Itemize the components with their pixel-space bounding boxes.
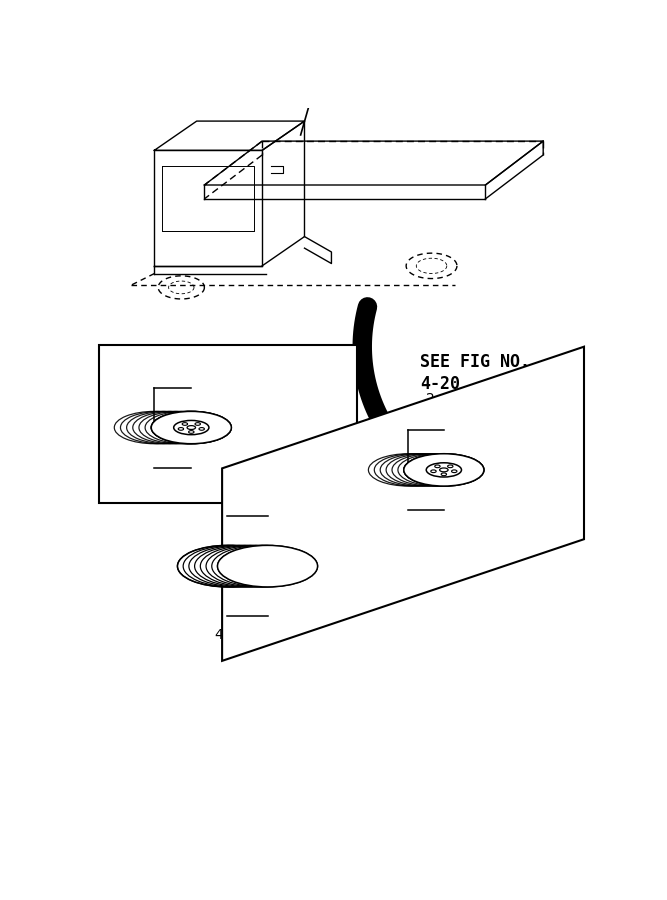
Ellipse shape	[189, 430, 194, 433]
Ellipse shape	[431, 470, 436, 472]
Text: SEE FIG NO.: SEE FIG NO.	[254, 410, 364, 429]
Ellipse shape	[217, 545, 317, 587]
Ellipse shape	[151, 411, 231, 444]
Ellipse shape	[195, 423, 200, 426]
Text: 4: 4	[214, 627, 223, 642]
Ellipse shape	[182, 423, 187, 426]
Ellipse shape	[151, 411, 231, 444]
Text: 2: 2	[426, 392, 434, 406]
Text: 2: 2	[235, 480, 243, 494]
Text: 2: 2	[141, 361, 150, 375]
Ellipse shape	[435, 465, 440, 468]
Text: 3: 3	[99, 457, 108, 472]
Ellipse shape	[404, 454, 484, 486]
Ellipse shape	[173, 420, 209, 435]
Ellipse shape	[199, 428, 204, 430]
Ellipse shape	[217, 545, 317, 587]
Text: 5: 5	[295, 542, 304, 556]
Polygon shape	[222, 346, 584, 661]
Ellipse shape	[177, 545, 277, 587]
Text: 4-11: 4-11	[254, 430, 294, 448]
Text: 4-20: 4-20	[420, 374, 460, 392]
Ellipse shape	[178, 428, 183, 430]
Text: SEE FIG NO.: SEE FIG NO.	[420, 353, 530, 371]
Bar	[99, 346, 357, 503]
Ellipse shape	[452, 470, 457, 472]
Ellipse shape	[448, 465, 453, 468]
Ellipse shape	[440, 468, 448, 472]
Ellipse shape	[187, 426, 195, 429]
Ellipse shape	[426, 463, 462, 477]
Ellipse shape	[441, 473, 447, 476]
Ellipse shape	[151, 411, 231, 444]
Ellipse shape	[404, 454, 484, 486]
Ellipse shape	[404, 454, 484, 486]
